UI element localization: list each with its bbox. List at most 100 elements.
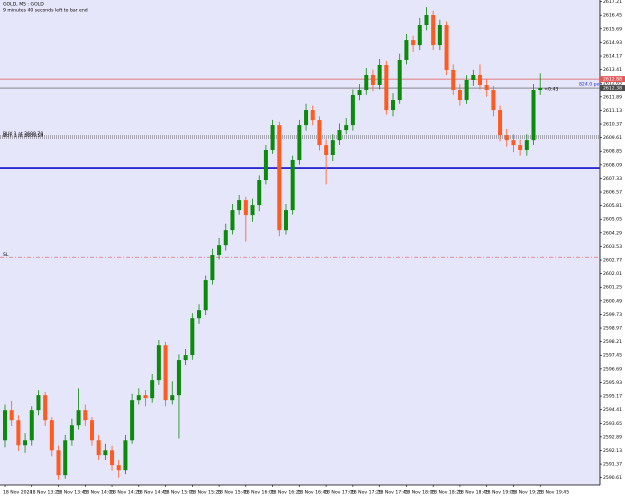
- candle-body: [317, 120, 322, 146]
- candle-body: [250, 205, 255, 216]
- candle-body: [431, 15, 436, 46]
- candle-body: [263, 149, 268, 181]
- candle-body: [130, 400, 135, 441]
- chart-title: GOLD, M5 : GOLD: [3, 2, 44, 8]
- candle-body: [170, 395, 175, 401]
- candle-body: [56, 450, 61, 476]
- y-tick-label: 2605.05: [603, 217, 622, 223]
- candle-body: [391, 100, 396, 111]
- y-tick-label: 2610.37: [603, 122, 622, 128]
- y-tick-label: 2598.21: [603, 339, 622, 345]
- candle-body: [364, 74, 369, 91]
- x-tick-label: 18 Nov 15:05: [164, 490, 195, 496]
- x-tick-label: 18 Nov 13:25: [30, 490, 61, 496]
- candle-body: [524, 140, 529, 150]
- y-tick-label: 2603.53: [603, 244, 622, 250]
- y-tick-label: 2598.97: [603, 326, 622, 332]
- y-tick-label: 2602.01: [603, 271, 622, 277]
- candle-body: [143, 395, 148, 399]
- x-tick-label: 18 Nov 18:05: [404, 490, 435, 496]
- candle-body: [150, 380, 155, 399]
- bar-countdown: <0:43: [544, 87, 558, 93]
- y-tick-label: 2599.73: [603, 312, 622, 318]
- candle-body: [163, 345, 168, 401]
- candle-body: [504, 135, 509, 141]
- candle-body: [538, 88, 543, 91]
- candle-body: [43, 395, 48, 421]
- level-label: SL: [3, 252, 9, 258]
- y-tick-label: 2600.49: [603, 298, 622, 304]
- candle-body: [190, 318, 195, 356]
- candle-body: [277, 125, 282, 231]
- candle-body: [290, 159, 295, 211]
- candle-body: [110, 450, 115, 466]
- price-tag: [600, 76, 625, 83]
- y-tick-label: 2602.77: [603, 258, 622, 264]
- candle-body: [350, 95, 355, 126]
- x-tick-label: 18 Nov 17:45: [378, 490, 409, 496]
- x-tick-label: 18 Nov 14:05: [83, 490, 114, 496]
- candle-body: [297, 125, 302, 160]
- y-tick-label: 2609.61: [603, 135, 622, 141]
- y-tick-label: 2593.65: [603, 421, 622, 427]
- candle-body: [123, 440, 128, 471]
- candle-body: [357, 90, 362, 96]
- candle-body: [63, 440, 68, 476]
- x-tick-label: 18 Nov 16:05: [244, 490, 275, 496]
- candle-body: [76, 410, 81, 426]
- candle-body: [23, 440, 28, 446]
- candle-body: [424, 15, 429, 26]
- candle-body: [283, 210, 288, 231]
- x-tick-label: 18 Nov 16:25: [271, 490, 302, 496]
- x-tick-label: 18 Nov 17:25: [351, 490, 382, 496]
- candle-body: [417, 25, 422, 46]
- y-tick-label: 2611.13: [603, 108, 622, 114]
- candle-body: [257, 180, 262, 206]
- candle-body: [404, 40, 409, 60]
- candle-body: [197, 310, 202, 319]
- candle-body: [230, 210, 235, 231]
- x-tick-label: 18 Nov 19:45: [538, 490, 569, 496]
- candle-body: [471, 74, 476, 80]
- candle-body: [304, 110, 309, 126]
- candle-body: [69, 425, 74, 441]
- candle-body: [457, 90, 462, 101]
- x-tick-label: 18 Nov 13:45: [57, 490, 88, 496]
- candle-body: [511, 140, 516, 146]
- candle-body: [384, 64, 389, 111]
- y-tick-label: 2595.17: [603, 394, 622, 400]
- candle-body: [397, 59, 402, 101]
- level-label: BUY 1 at 2609.59: [3, 133, 43, 139]
- candle-body: [531, 90, 536, 141]
- x-tick-label: 18 Nov 19:05: [485, 490, 516, 496]
- y-tick-label: 2597.45: [603, 353, 622, 359]
- y-tick-label: 2614.17: [603, 54, 622, 60]
- candle-body: [237, 200, 242, 211]
- y-tick-label: 2612.65: [603, 81, 622, 87]
- candle-body: [176, 360, 181, 396]
- candle-body: [377, 64, 382, 86]
- x-tick-label: 18 Nov 14:25: [110, 490, 141, 496]
- candle-body: [156, 345, 161, 381]
- y-tick-label: 2613.41: [603, 67, 622, 73]
- y-tick-label: 2617.21: [603, 0, 622, 5]
- candle-body: [491, 90, 496, 111]
- price-tag-label: 2612.38: [603, 86, 622, 92]
- y-tick-label: 2590.61: [603, 475, 622, 481]
- candle-body: [518, 145, 523, 150]
- candle-body: [477, 74, 482, 86]
- candle-body: [210, 255, 215, 281]
- candle-body: [270, 125, 275, 150]
- y-tick-label: 2607.33: [603, 176, 622, 182]
- candle-body: [203, 280, 208, 311]
- candle-body: [411, 40, 416, 46]
- candle-body: [136, 395, 141, 401]
- y-tick-label: 2614.93: [603, 40, 622, 46]
- x-tick-label: 18 Nov 19:25: [511, 490, 542, 496]
- candle-body: [89, 420, 94, 441]
- level-label: BUY 1 at 2609.70: [3, 131, 43, 137]
- x-tick-label: 18 Nov 15:45: [217, 490, 248, 496]
- y-tick-label: 2595.93: [603, 380, 622, 386]
